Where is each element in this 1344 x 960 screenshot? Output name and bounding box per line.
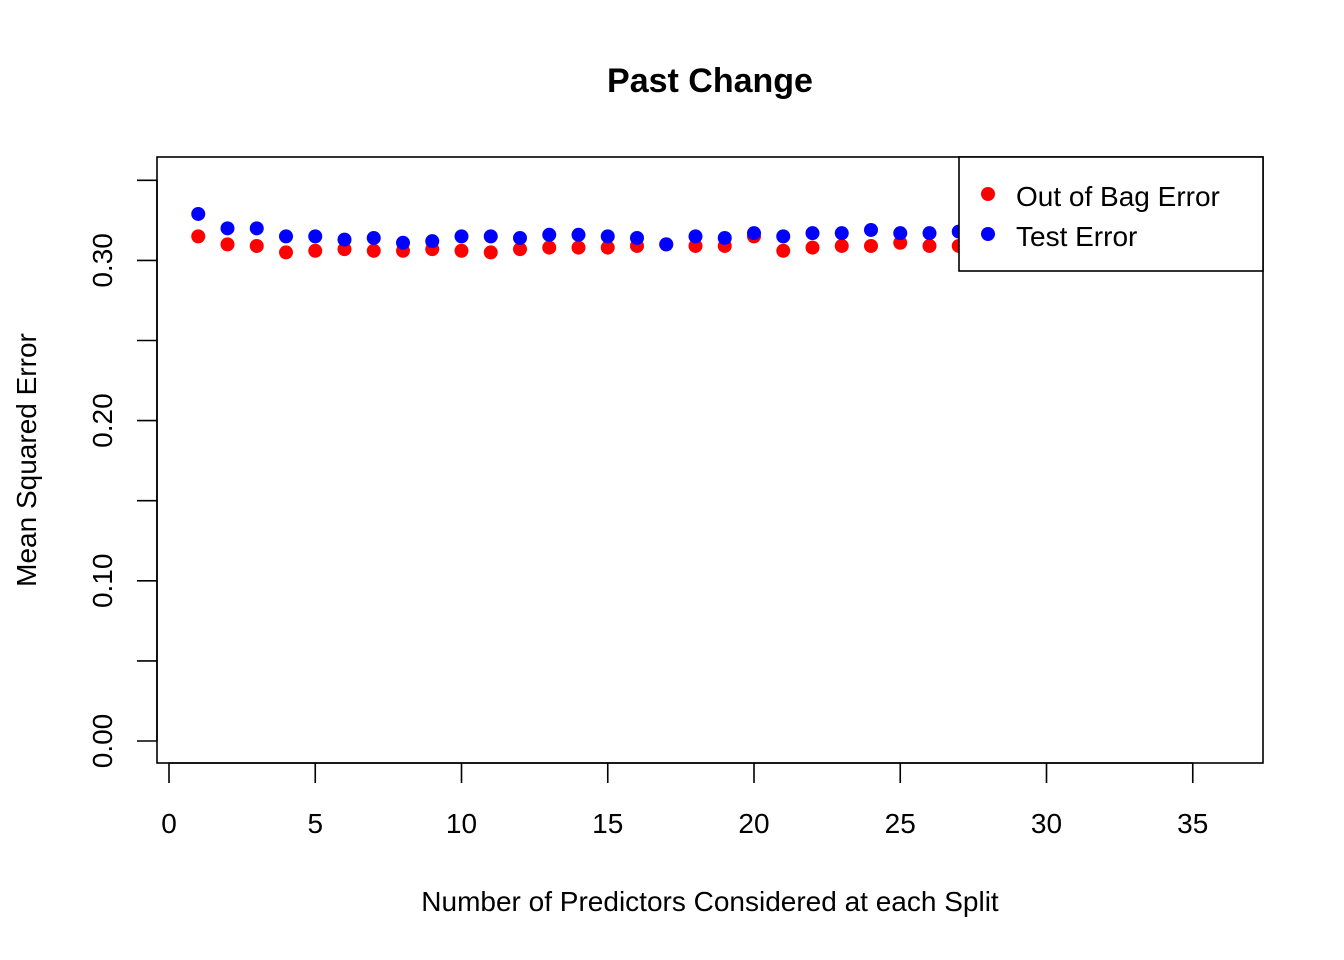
point-test-error xyxy=(191,206,206,221)
point-out-of-bag-error xyxy=(776,243,791,258)
x-tick-label: 10 xyxy=(446,808,477,839)
y-tick-label: 0.00 xyxy=(87,714,118,769)
point-test-error xyxy=(249,221,264,236)
legend-label-test-error: Test Error xyxy=(1016,221,1137,252)
point-test-error xyxy=(337,232,352,247)
y-tick-label: 0.30 xyxy=(87,233,118,288)
point-out-of-bag-error xyxy=(308,243,323,258)
point-out-of-bag-error xyxy=(600,240,615,255)
point-out-of-bag-error xyxy=(922,238,937,253)
point-test-error xyxy=(630,230,644,245)
point-test-error xyxy=(396,235,410,250)
data-points xyxy=(191,206,966,260)
point-test-error xyxy=(600,229,615,244)
x-tick-label: 35 xyxy=(1177,808,1208,839)
point-out-of-bag-error xyxy=(864,238,878,253)
point-test-error xyxy=(717,230,732,245)
point-test-error xyxy=(279,229,293,244)
point-out-of-bag-error xyxy=(571,240,586,255)
point-test-error xyxy=(776,229,791,244)
point-out-of-bag-error xyxy=(454,243,469,258)
y-tick-label: 0.10 xyxy=(87,554,118,609)
point-test-error xyxy=(893,226,908,241)
x-axis: 0 5 10 15 20 25 30 35 xyxy=(161,762,1208,839)
point-out-of-bag-error xyxy=(542,240,557,255)
point-test-error xyxy=(454,229,469,244)
legend-marker-test-error xyxy=(981,227,995,241)
point-out-of-bag-error xyxy=(191,229,206,244)
point-out-of-bag-error xyxy=(688,238,703,253)
point-test-error xyxy=(220,221,235,236)
point-test-error xyxy=(308,229,323,244)
point-out-of-bag-error xyxy=(249,238,264,253)
x-tick-label: 5 xyxy=(307,808,323,839)
point-test-error xyxy=(513,230,527,245)
y-axis: 0.00 0.10 0.20 0.30 xyxy=(87,179,158,769)
point-out-of-bag-error xyxy=(805,240,820,255)
point-out-of-bag-error xyxy=(834,238,849,253)
point-test-error xyxy=(834,226,849,241)
point-test-error xyxy=(659,237,674,252)
legend-marker-out-of-bag-error xyxy=(981,187,995,201)
y-axis-label: Mean Squared Error xyxy=(11,333,42,587)
point-test-error xyxy=(425,234,440,249)
point-out-of-bag-error xyxy=(513,242,527,257)
point-out-of-bag-error xyxy=(483,245,498,260)
point-out-of-bag-error xyxy=(337,242,352,257)
x-tick-label: 25 xyxy=(885,808,916,839)
point-test-error xyxy=(864,222,878,237)
x-tick-label: 15 xyxy=(592,808,623,839)
x-tick-label: 20 xyxy=(738,808,769,839)
point-test-error xyxy=(805,226,820,241)
point-test-error xyxy=(571,227,586,242)
point-test-error xyxy=(542,227,557,242)
x-tick-label: 30 xyxy=(1031,808,1062,839)
legend-label-out-of-bag-error: Out of Bag Error xyxy=(1016,181,1220,212)
point-test-error xyxy=(483,229,498,244)
x-axis-label: Number of Predictors Considered at each … xyxy=(421,886,999,917)
point-test-error xyxy=(366,230,381,245)
point-test-error xyxy=(688,229,703,244)
y-tick-label: 0.20 xyxy=(87,393,118,448)
point-out-of-bag-error xyxy=(893,235,908,250)
legend-box xyxy=(958,156,1264,272)
point-out-of-bag-error xyxy=(220,237,235,252)
point-test-error xyxy=(922,226,937,241)
chart-title: Past Change xyxy=(607,62,813,100)
point-test-error xyxy=(747,226,761,241)
x-tick-label: 0 xyxy=(161,808,177,839)
legend: Out of Bag Error Test Error xyxy=(958,156,1264,272)
point-out-of-bag-error xyxy=(366,243,381,258)
point-out-of-bag-error xyxy=(279,245,293,260)
